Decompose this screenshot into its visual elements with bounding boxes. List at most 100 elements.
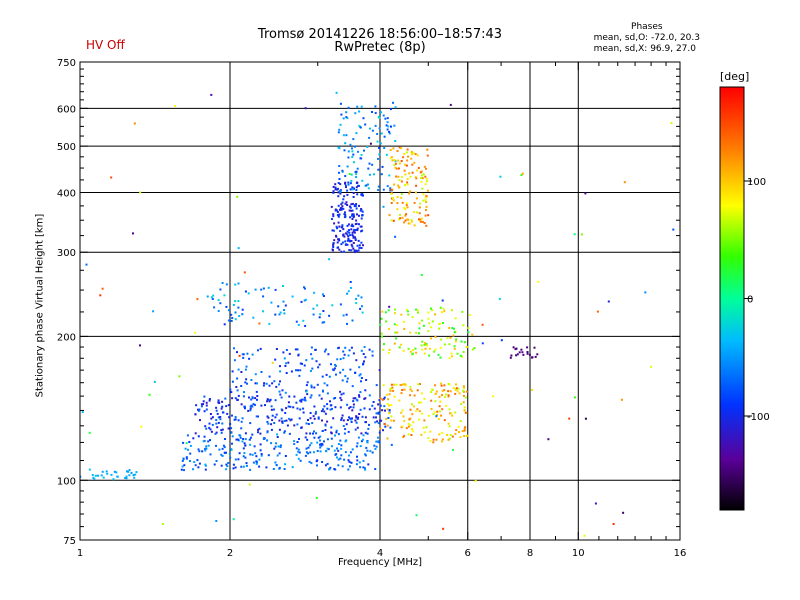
data-point [185,456,188,459]
data-point [270,408,273,411]
data-point [422,199,425,202]
data-point [417,167,420,169]
data-point [336,211,339,213]
data-point [302,407,305,410]
data-point [349,465,351,468]
data-point [352,406,355,409]
data-point [337,204,340,207]
data-point [371,350,374,353]
data-point [267,416,270,419]
data-point [457,387,460,390]
data-point [424,175,427,178]
data-point [360,349,363,352]
data-point [463,427,466,430]
data-point [230,313,233,316]
data-point [612,523,615,525]
phase-summary: Phases mean, sd,O: -72.0, 20.3 mean, sd,… [594,22,700,55]
data-point [181,460,184,462]
data-point [350,173,353,176]
data-point [309,396,312,399]
data-point [394,235,397,238]
data-point [526,351,529,353]
data-point [297,448,300,451]
data-point [346,380,349,383]
data-point [236,389,239,392]
data-point [274,288,277,291]
data-point [447,422,450,425]
data-point [346,233,349,236]
data-point [251,433,254,436]
data-point [341,224,344,227]
data-point [580,233,583,236]
data-point [394,162,397,165]
data-point [289,405,292,408]
data-point [233,347,235,350]
data-point [376,140,379,143]
data-point [209,453,212,456]
data-point [374,105,377,108]
data-point [203,435,206,438]
data-point [278,452,281,455]
data-point [425,201,428,203]
data-point [339,207,342,210]
data-point [316,304,319,307]
data-point [442,527,445,530]
data-point [379,427,382,430]
data-point [204,464,207,467]
data-point [161,523,164,525]
data-point [375,445,378,448]
data-point [274,358,277,361]
data-point [231,414,233,417]
data-point [279,446,282,449]
data-point [390,202,393,204]
data-point [425,167,427,170]
data-point [202,403,205,406]
data-point [210,430,213,433]
data-point [283,430,286,433]
data-point [398,146,401,149]
data-point [360,247,363,249]
data-point [382,348,385,351]
data-point [355,249,358,252]
data-point [194,464,197,467]
data-point [420,217,423,220]
data-point [347,223,350,226]
data-point [385,320,388,323]
data-point [434,335,437,338]
data-point [533,346,536,349]
data-point [241,417,244,420]
data-point [426,180,429,183]
data-point [204,449,207,452]
data-point [242,353,245,356]
data-point [390,192,393,195]
data-point [481,342,484,345]
data-point [251,396,254,399]
data-point [221,454,224,457]
data-point [318,394,321,397]
data-point [364,416,367,419]
data-point [255,462,258,465]
data-point [339,371,342,374]
data-point [375,416,377,419]
data-point [450,412,453,415]
data-point [356,459,359,462]
data-point [218,448,221,451]
data-point [282,285,284,287]
data-point [257,431,259,434]
data-point [195,404,198,407]
data-point [355,463,358,466]
data-point [240,465,243,468]
data-point [347,354,350,357]
data-point [425,209,427,211]
data-point [351,417,353,420]
data-point [407,222,410,225]
data-point [344,214,347,216]
data-point [274,461,277,464]
data-point [473,347,476,350]
data-point [301,398,304,401]
data-point [410,219,413,222]
data-point [304,454,307,457]
data-point [367,463,370,466]
data-point [240,403,243,406]
data-point [356,213,358,216]
